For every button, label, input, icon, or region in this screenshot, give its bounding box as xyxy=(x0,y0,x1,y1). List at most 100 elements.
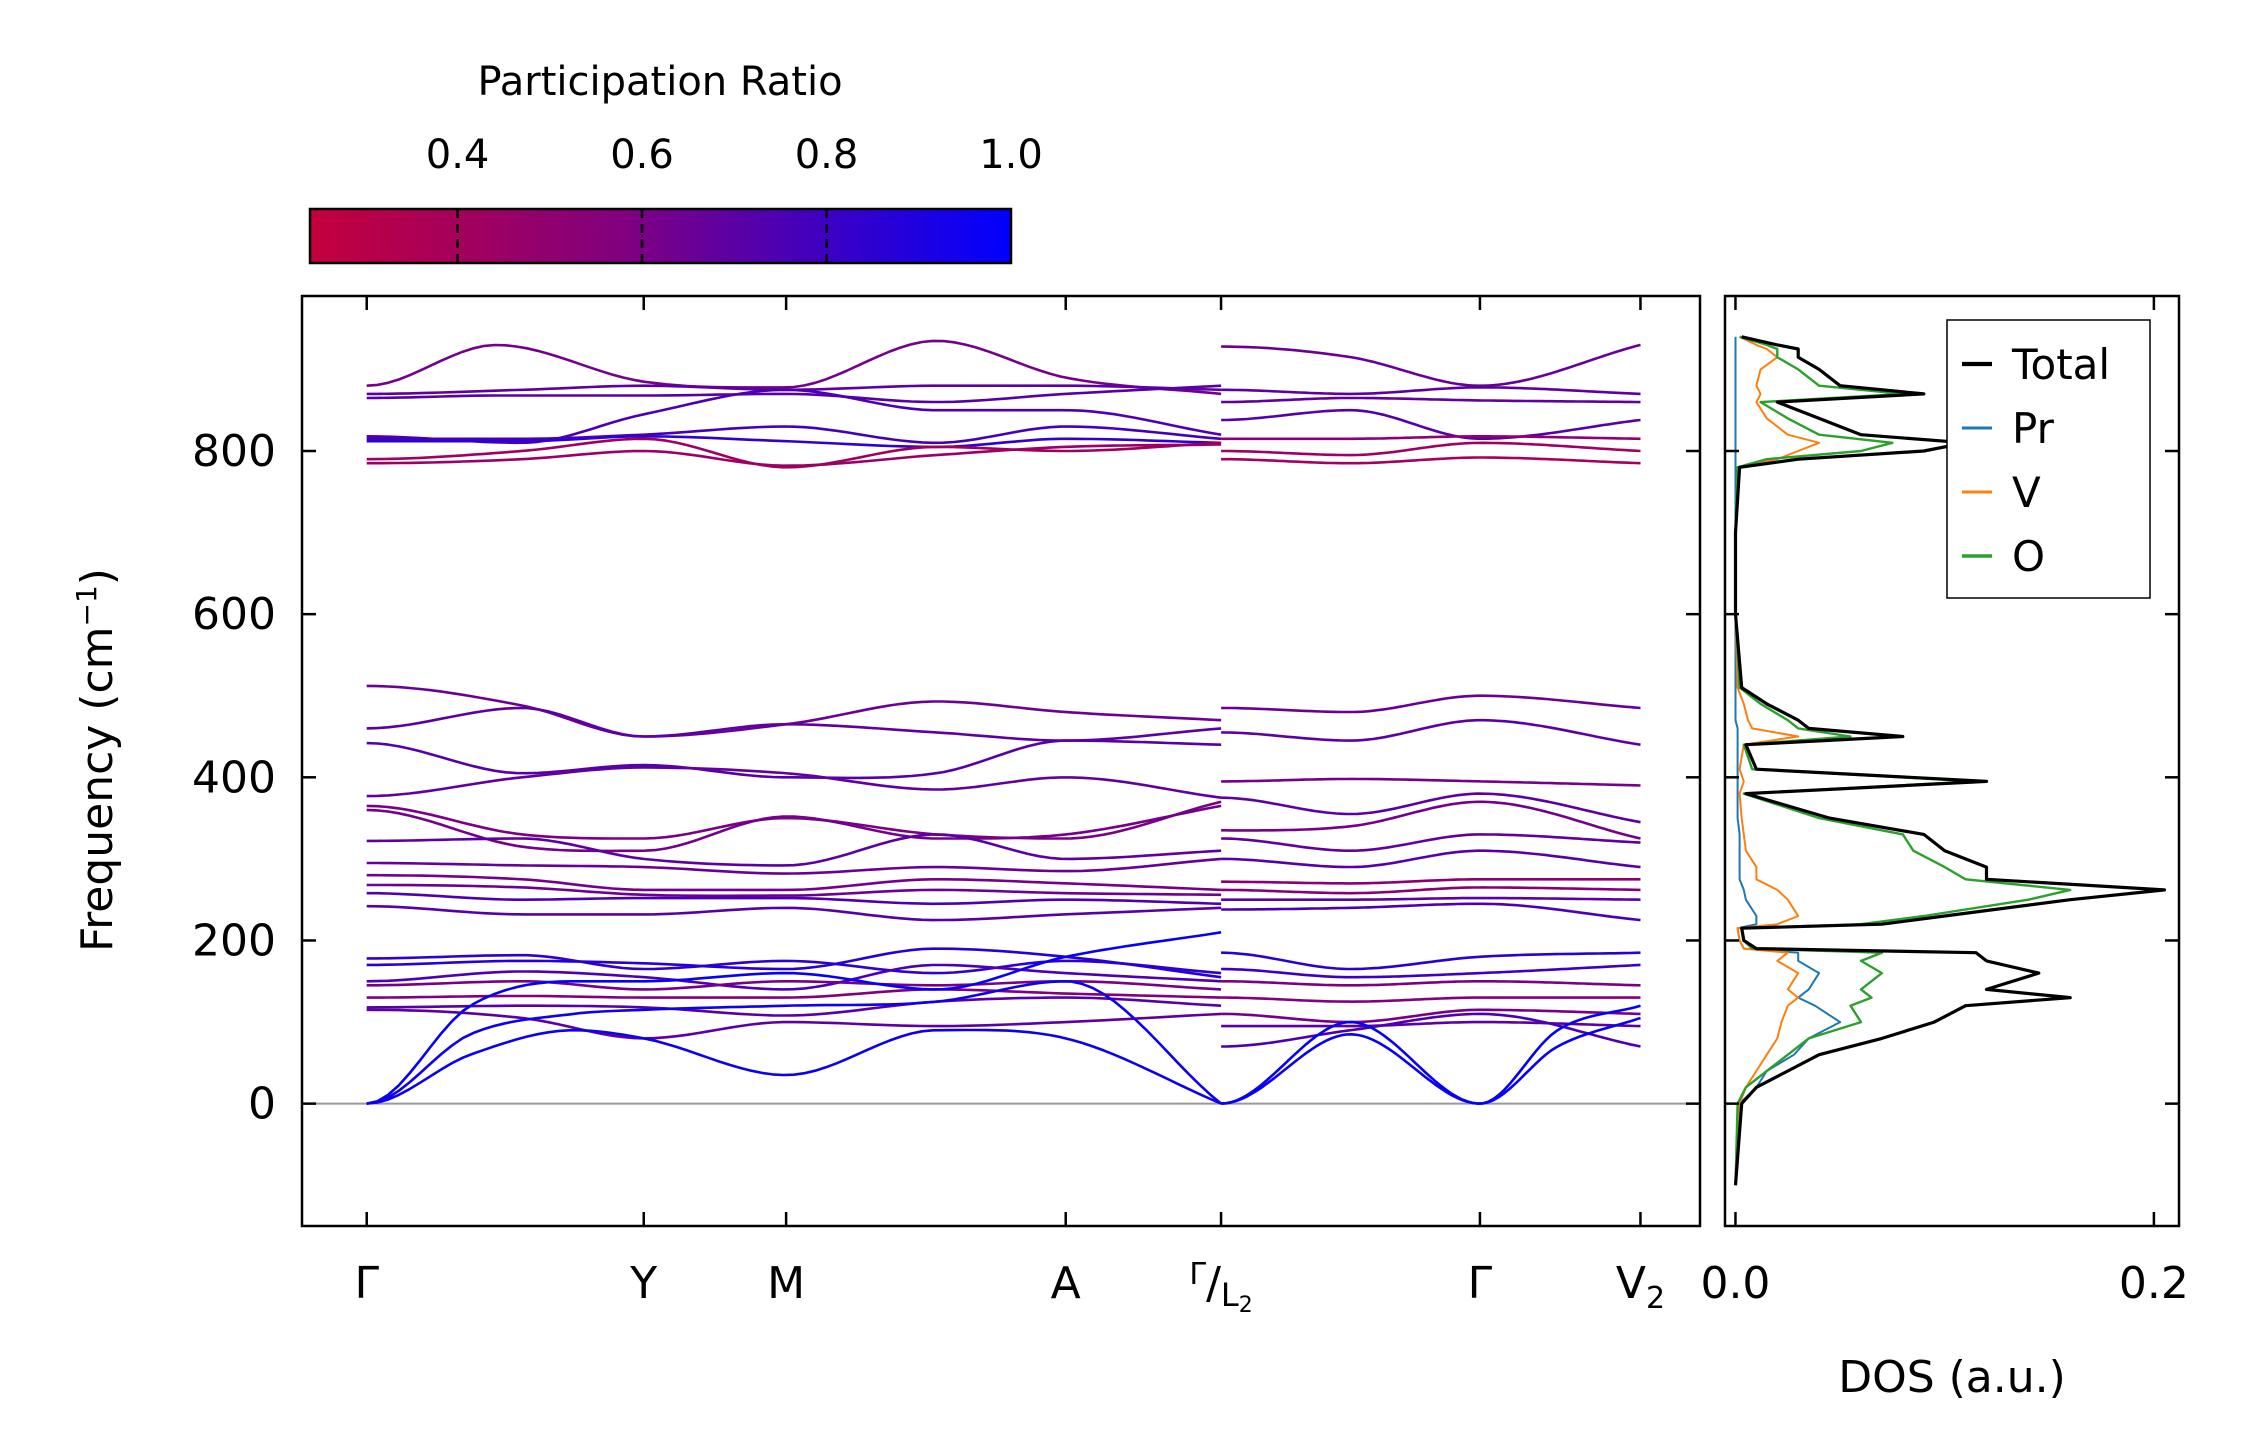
phonon-band-41 xyxy=(1221,800,1641,840)
phonon-band-10 xyxy=(366,739,1222,780)
phonon-band-14 xyxy=(366,833,1222,867)
phonon-band-23 xyxy=(366,979,1222,991)
phonon-band-36 xyxy=(1221,456,1641,465)
phonon-band-25 xyxy=(366,996,1222,1017)
dos-curves xyxy=(1733,335,2166,1186)
y-tick-label: 0 xyxy=(248,1079,276,1130)
phonon-band-47 xyxy=(1221,902,1641,922)
ylabel-exponent: −1 xyxy=(70,585,103,626)
colorbar-label: Participation Ratio xyxy=(477,59,842,105)
phonon-band-5 xyxy=(366,434,1222,449)
phonon-band-55 xyxy=(1221,1004,1641,1105)
phonon-band-35 xyxy=(1221,441,1641,457)
k-point-label: Y xyxy=(629,1258,657,1309)
phonon-band-52 xyxy=(1221,1008,1641,1024)
phonon-band-21 xyxy=(366,947,1222,979)
colorbar-gradient xyxy=(308,207,1013,265)
phonon-bands xyxy=(366,339,1641,1105)
phonon-band-26 xyxy=(366,1008,1222,1040)
dos-tick-labels: 0.0 0.2 xyxy=(1700,1258,2188,1309)
k-point-label: Γ xyxy=(354,1258,379,1309)
phonon-band-56 xyxy=(1221,1016,1641,1105)
phonon-band-28 xyxy=(366,979,1222,1105)
dos-legend: Total Pr VO xyxy=(1946,319,2151,599)
phonon-band-43 xyxy=(1221,849,1641,869)
dos-axis-label: DOS (a.u.) xyxy=(1838,1352,2066,1403)
k-point-label: Γ xyxy=(1468,1258,1493,1309)
phonon-band-6 xyxy=(366,437,1222,469)
phonon-band-42 xyxy=(1221,833,1641,853)
legend-label-v: V xyxy=(2012,468,2041,517)
phonon-band-48 xyxy=(1221,951,1641,971)
phonon-band-3 xyxy=(366,388,1222,445)
colorbar-ticks: 0.4 0.6 0.8 1.0 xyxy=(426,132,1043,263)
colorbar-tick-label: 0.8 xyxy=(795,132,859,178)
k-point-label: Γ/L2 xyxy=(1189,1257,1252,1318)
phonon-band-7 xyxy=(366,443,1222,468)
y-tick-label: 600 xyxy=(192,589,276,640)
band-axis-ticks xyxy=(302,296,1700,1226)
phonon-band-27 xyxy=(366,931,1222,1105)
phonon-band-11 xyxy=(366,766,1222,799)
legend-label-pr: Pr xyxy=(2012,404,2055,453)
phonon-band-34 xyxy=(1221,434,1641,441)
y-tick-label: 400 xyxy=(192,752,276,803)
y-tick-label: 200 xyxy=(192,915,276,966)
phonon-band-30 xyxy=(1221,343,1641,388)
band-structure-panel: 0 200 400 600 800 Γ Y M A Γ/L2 Γ V2 Frequency (cm−… xyxy=(70,294,1702,1318)
phonon-band-40 xyxy=(1221,792,1641,824)
phonon-band-32 xyxy=(1221,396,1641,404)
phonon-band-53 xyxy=(1221,1020,1641,1028)
k-point-label: V2 xyxy=(1616,1258,1665,1316)
dos-curve-total xyxy=(1733,335,2166,1186)
dos-axes-frame xyxy=(1723,294,2181,1228)
phonon-band-29 xyxy=(366,1028,1222,1105)
legend-label-o: O xyxy=(2012,532,2045,581)
dos-curve-pr xyxy=(1734,336,1842,1186)
phonon-band-24 xyxy=(366,988,1222,999)
phonon-band-8 xyxy=(366,684,1222,738)
phonon-band-19 xyxy=(366,904,1222,922)
colorbar-tick-label: 0.4 xyxy=(426,132,490,178)
phonon-band-38 xyxy=(1221,718,1641,746)
phonon-band-12 xyxy=(366,800,1222,840)
y-tick-label: 800 xyxy=(192,426,276,477)
phonon-band-50 xyxy=(1221,979,1641,987)
phonon-band-17 xyxy=(366,883,1222,898)
phonon-band-37 xyxy=(1221,694,1641,714)
k-point-label: M xyxy=(767,1258,805,1309)
phonon-band-22 xyxy=(366,963,1222,991)
colorbar-tick-label: 0.6 xyxy=(610,132,674,178)
k-point-label: A xyxy=(1051,1258,1081,1309)
phonon-band-4 xyxy=(366,425,1222,445)
phonon-band-15 xyxy=(366,857,1222,875)
phonon-band-54 xyxy=(1221,1012,1641,1048)
phonon-band-45 xyxy=(1221,886,1641,895)
phonon-band-16 xyxy=(366,873,1222,892)
colorbar: Participation Ratio 0.4 0.6 0.8 1.0 xyxy=(308,59,1043,265)
dos-x-tick-label: 0.2 xyxy=(2119,1258,2189,1309)
legend-frame xyxy=(1946,319,2151,599)
phonon-band-13 xyxy=(366,804,1222,853)
phonon-band-18 xyxy=(366,891,1222,906)
ylabel-text: Frequency (cm xyxy=(72,626,123,952)
dos-curve-v xyxy=(1734,335,1821,1186)
phonon-band-33 xyxy=(1221,408,1641,441)
phonon-band-44 xyxy=(1221,877,1641,885)
dos-curve-o xyxy=(1734,335,2072,1186)
phonon-band-31 xyxy=(1221,386,1641,396)
phonon-band-20 xyxy=(366,953,1222,975)
legend-label-total: Total xyxy=(2011,340,2110,389)
phonon-band-0 xyxy=(366,339,1222,396)
frequency-tick-labels: 0 200 400 600 800 xyxy=(192,426,276,1130)
k-point-labels: Γ Y M A Γ/L2 Γ V2 xyxy=(354,1257,1665,1318)
frequency-axis-label: Frequency (cm−1) xyxy=(70,568,123,952)
phonon-band-39 xyxy=(1221,777,1641,787)
dos-axis-ticks xyxy=(1725,296,2179,1226)
phonon-band-51 xyxy=(1221,996,1641,1004)
band-axes-frame xyxy=(300,294,1702,1228)
phonon-band-2 xyxy=(366,384,1222,404)
colorbar-tick-label: 1.0 xyxy=(979,132,1043,178)
dos-panel: 0.0 0.2 DOS (a.u.) Total Pr VO xyxy=(1700,294,2189,1403)
